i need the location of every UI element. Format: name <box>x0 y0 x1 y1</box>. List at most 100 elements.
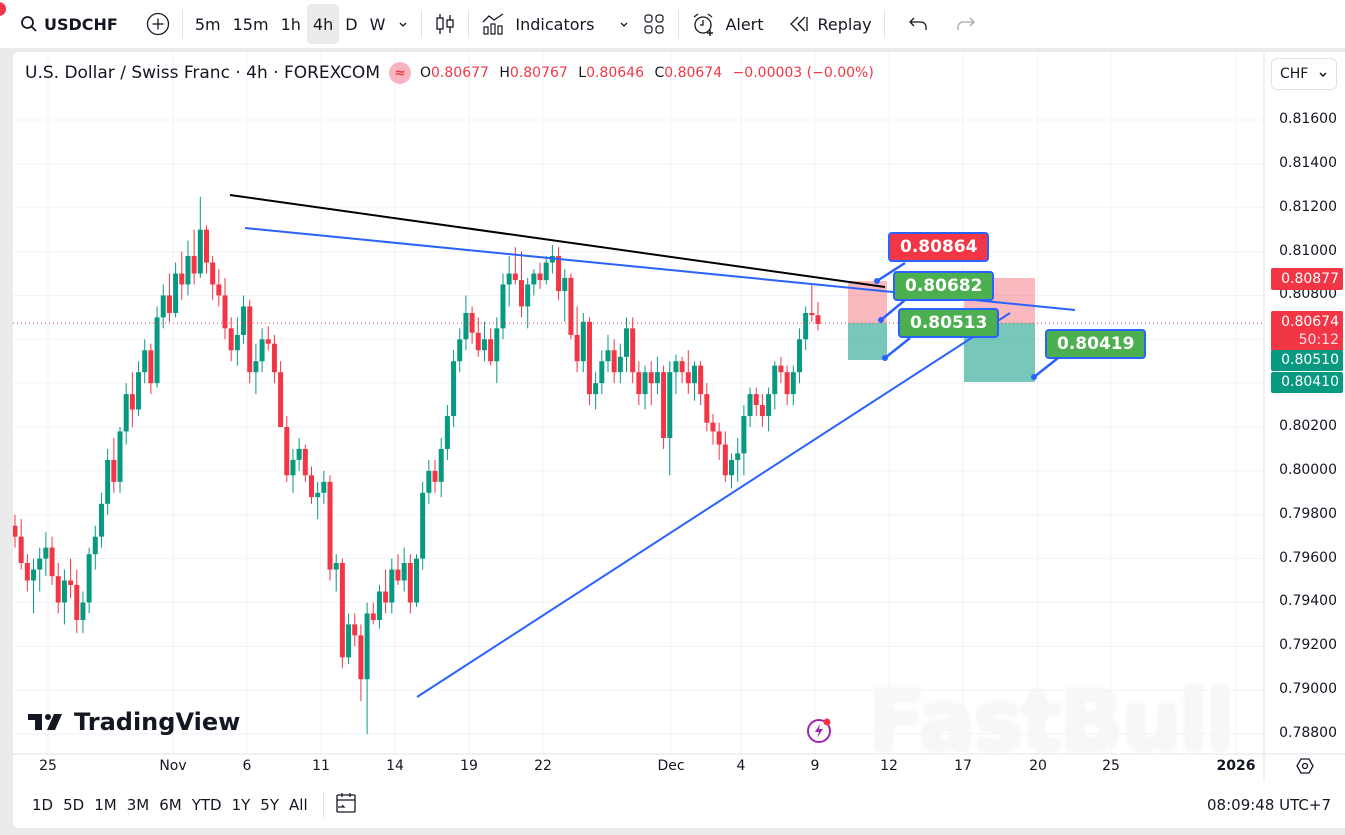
tradingview-logo[interactable]: TradingView <box>28 708 240 736</box>
chart-legend: U.S. Dollar / Swiss Franc · 4h · FOREXCO… <box>25 62 874 84</box>
currency-select[interactable]: CHF <box>1271 58 1337 90</box>
low-value: 0.80646 <box>586 65 644 81</box>
price-axis-label: 0.79800 <box>1279 505 1337 522</box>
time-axis[interactable]: 25 Nov 6 11 14 19 22 Dec 4 9 12 17 20 25… <box>13 754 1345 782</box>
indicators-icon <box>482 13 504 35</box>
indicators-label: Indicators <box>515 14 595 34</box>
grid-icon <box>644 14 665 34</box>
alarm-clock-icon <box>694 13 714 36</box>
time-label: 19 <box>460 758 478 774</box>
tradingview-logo-text: TradingView <box>74 708 241 736</box>
settings-hex-icon <box>1296 758 1314 774</box>
price-axis-label: 0.80000 <box>1279 461 1337 478</box>
interval-1h[interactable]: 1h <box>280 14 301 34</box>
time-label: 14 <box>386 758 404 774</box>
last-price-tag: 0.80674 50:12 <box>1271 311 1343 351</box>
interval-5m[interactable]: 5m <box>194 14 221 34</box>
range-1y[interactable]: 1Y <box>231 796 251 814</box>
divider <box>883 10 885 38</box>
price-axis-label: 0.81600 <box>1279 111 1337 127</box>
price-axis-label: 0.79600 <box>1279 549 1337 566</box>
time-label: 9 <box>810 758 820 774</box>
indicators-button[interactable]: Indicators <box>475 4 600 44</box>
divider <box>322 792 324 818</box>
replay-label: Replay <box>817 14 872 34</box>
range-5y[interactable]: 5Y <box>260 796 280 814</box>
close-value: 0.80674 <box>664 65 723 81</box>
interval-15m[interactable]: 15m <box>232 14 269 34</box>
tradingview-logo-icon <box>28 714 62 730</box>
interval-dropdown[interactable] <box>391 4 415 44</box>
time-label: 25 <box>1102 758 1120 774</box>
range-ytd[interactable]: YTD <box>191 796 222 814</box>
indicators-dropdown[interactable] <box>612 4 636 44</box>
range-1m[interactable]: 1M <box>94 796 117 814</box>
time-label: 11 <box>312 758 330 774</box>
chart-type-button[interactable] <box>428 4 462 44</box>
alert-button[interactable]: Alert <box>685 4 769 44</box>
stop-loss-price-tag: 0.80877 <box>1271 268 1343 290</box>
replay-button[interactable]: Replay <box>782 4 878 44</box>
time-label: 6 <box>242 758 252 774</box>
price-axis-label: 0.80800 <box>1279 286 1337 303</box>
divider <box>421 10 423 38</box>
undo-button[interactable] <box>901 4 935 44</box>
market-status-icon[interactable]: ≈ <box>388 62 411 84</box>
undo-icon <box>908 17 927 30</box>
price-chart[interactable] <box>13 52 1345 782</box>
top-toolbar: USDCHF 5m 15m 1h 4h D W Indicators Alert… <box>0 0 1345 48</box>
interval-w[interactable]: W <box>369 14 386 34</box>
price-axis-label: 0.78800 <box>1279 725 1337 742</box>
redo-button[interactable] <box>949 4 983 44</box>
open-value: 0.80677 <box>431 65 489 81</box>
ohlc-values: O0.80677 H0.80767 L0.80646 C0.80674 −0.0… <box>420 65 874 81</box>
range-all[interactable]: All <box>289 796 308 814</box>
price-axis-label: 0.80200 <box>1279 418 1337 435</box>
low-key: L <box>578 65 587 81</box>
symbol-name: USDCHF <box>44 14 118 34</box>
chart-panel[interactable]: U.S. Dollar / Swiss Franc · 4h · FOREXCO… <box>13 52 1345 782</box>
price-axis-label: 0.81400 <box>1279 154 1337 171</box>
high-value: 0.80767 <box>509 65 568 81</box>
go-to-date-button[interactable] <box>334 791 358 819</box>
alert-label: Alert <box>725 14 764 34</box>
entry-callout[interactable]: 0.80682 <box>893 271 995 301</box>
time-label: 22 <box>534 758 552 774</box>
range-3m[interactable]: 3M <box>126 796 150 814</box>
interval-d[interactable]: D <box>345 14 358 34</box>
tp1-callout[interactable]: 0.80513 <box>898 308 1000 338</box>
notification-dot[interactable] <box>0 2 6 16</box>
target-2-price-tag: 0.80410 <box>1271 372 1343 393</box>
stop-callout[interactable]: 0.80864 <box>888 232 990 262</box>
fastbull-watermark: FastBull <box>868 672 1235 770</box>
range-6m[interactable]: 6M <box>159 796 182 814</box>
rewind-icon <box>789 16 808 32</box>
price-axis-label: 0.81200 <box>1279 198 1337 215</box>
instrument-title: U.S. Dollar / Swiss Franc · 4h · FOREXCO… <box>25 63 380 83</box>
time-label-year: 2026 <box>1216 758 1256 774</box>
currency-label: CHF <box>1280 66 1309 82</box>
symbol-search-button[interactable]: USDCHF <box>14 4 124 44</box>
lightning-events-button[interactable] <box>806 716 834 748</box>
range-1d[interactable]: 1D <box>32 796 54 814</box>
interval-4h[interactable]: 4h <box>306 4 340 44</box>
redo-icon <box>957 17 975 30</box>
price-axis-label: 0.81000 <box>1279 242 1337 259</box>
chevron-down-icon <box>620 22 628 27</box>
range-5d[interactable]: 5D <box>63 796 85 814</box>
price-axis-label: 0.79200 <box>1279 637 1337 654</box>
layouts-button[interactable] <box>636 4 672 44</box>
calendar-go-icon <box>335 793 356 813</box>
time-label: 17 <box>954 758 972 774</box>
bar-countdown: 50:12 <box>1298 332 1339 348</box>
tp2-callout[interactable]: 0.80419 <box>1045 329 1147 359</box>
open-key: O <box>419 65 432 81</box>
time-label: 20 <box>1029 758 1047 774</box>
compare-symbol-button[interactable] <box>140 4 176 44</box>
search-icon <box>21 16 37 32</box>
lightning-icon <box>807 718 831 743</box>
high-key: H <box>499 65 510 81</box>
clock-timezone[interactable]: 08:09:48 UTC+7 <box>1207 796 1331 814</box>
price-axis-label: 0.79400 <box>1279 593 1337 610</box>
chart-settings-button[interactable] <box>1295 756 1315 780</box>
